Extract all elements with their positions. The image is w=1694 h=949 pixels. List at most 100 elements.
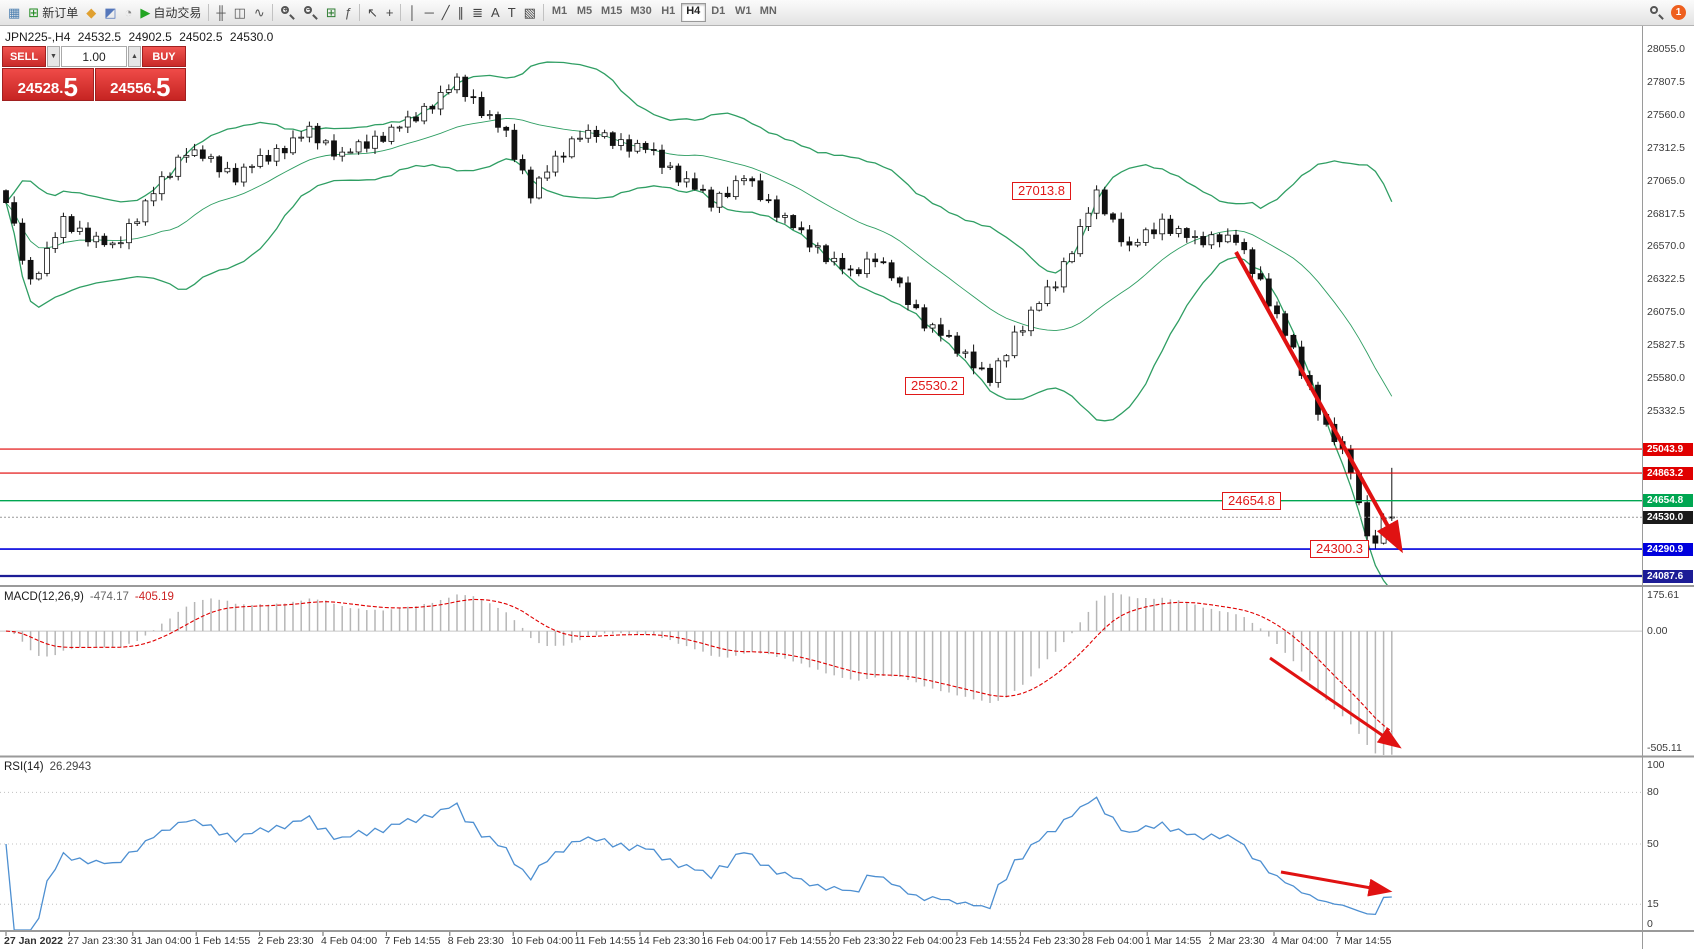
shapes-icon[interactable]: ▧ <box>523 5 536 20</box>
price-axis-label: 27807.5 <box>1647 76 1685 89</box>
autotrading-button[interactable]: ▶ 自动交易 <box>140 5 202 20</box>
zoom-out-icon[interactable]: − <box>299 3 322 23</box>
sell-price-display[interactable]: 24528. 5 <box>2 68 94 101</box>
timeframe-m30[interactable]: M30 <box>630 5 652 17</box>
new-order-button[interactable]: ⊞ 新订单 <box>28 5 79 20</box>
channel-icon[interactable]: ∥ <box>457 5 465 20</box>
time-axis-label: 27 Jan 2022 <box>4 935 63 947</box>
candlestick-chart-icon[interactable]: ◫ <box>233 5 246 20</box>
symbol-period-label: JPN225-,H4 <box>5 30 71 44</box>
horizontal-line-icon[interactable]: ─ <box>424 5 434 20</box>
chart-ohlc-header: JPN225-,H4 24532.5 24902.5 24502.5 24530… <box>5 30 277 44</box>
fibonacci-icon[interactable]: ≣ <box>472 5 484 20</box>
label-icon[interactable]: T <box>507 5 516 20</box>
price-annotation[interactable]: 25530.2 <box>905 377 964 395</box>
time-axis-label: 24 Feb 23:30 <box>1018 935 1081 947</box>
time-axis-label: 7 Mar 14:55 <box>1335 935 1392 947</box>
time-axis-label: 28 Feb 04:00 <box>1081 935 1144 947</box>
ohlc-open: 24532.5 <box>77 30 122 44</box>
price-tag-support[interactable]: 24290.9 <box>1643 542 1693 556</box>
one-click-trading-widget: SELL ▼ ▲ BUY 24528.5 24556.5 <box>2 46 186 101</box>
time-axis-label: 27 Jan 23:30 <box>67 935 129 947</box>
cursor-icon[interactable]: ↖ <box>366 5 378 20</box>
time-axis-label: 17 Feb 14:55 <box>764 935 827 947</box>
price-annotation[interactable]: 24654.8 <box>1222 492 1281 510</box>
toolbar-right-group: 1 <box>1649 5 1690 20</box>
line-chart-icon[interactable]: ∿ <box>253 5 265 20</box>
volume-increase-button[interactable]: ▲ <box>128 46 141 67</box>
timeframe-d1[interactable]: D1 <box>711 5 726 17</box>
volume-decrease-button[interactable]: ▼ <box>47 46 60 67</box>
rsi-axis-label: 80 <box>1647 786 1659 799</box>
timeframe-m5[interactable]: M5 <box>576 5 593 17</box>
panel-separators[interactable] <box>0 26 1694 949</box>
time-axis-label: 14 Feb 23:30 <box>638 935 700 947</box>
search-icon[interactable] <box>1649 5 1664 20</box>
zoom-in-icon[interactable]: + <box>276 3 299 23</box>
price-tag-resistance[interactable]: 25043.9 <box>1643 442 1693 456</box>
indicators-icon[interactable]: ƒ <box>344 5 352 20</box>
macd-label: MACD(12,26,9) -474.17 -405.19 <box>4 591 180 603</box>
price-axis-label: 26817.5 <box>1647 207 1685 220</box>
price-tag-resistance[interactable]: 24863.2 <box>1643 466 1693 480</box>
crosshair-icon[interactable]: + <box>385 5 394 20</box>
price-axis-label: 28055.0 <box>1647 43 1685 56</box>
time-axis-label: 2 Mar 23:30 <box>1208 935 1265 947</box>
time-axis-label: 10 Feb 04:00 <box>511 935 574 947</box>
timeframe-mn[interactable]: MN <box>759 5 777 17</box>
price-axis-label: 27312.5 <box>1647 141 1685 154</box>
trend-arrows[interactable] <box>1234 251 1403 897</box>
rsi-name: RSI(14) <box>4 761 44 773</box>
price-axis-label: 27560.0 <box>1647 108 1685 121</box>
bar-chart-icon[interactable]: ╫ <box>216 5 226 20</box>
timeframe-h1[interactable]: H1 <box>661 5 676 17</box>
sell-price-big-digit: 5 <box>63 72 78 102</box>
time-axis-label: 8 Feb 23:30 <box>447 935 504 947</box>
text-icon[interactable]: A <box>491 5 500 20</box>
toolbar: ▦ ⊞ 新订单 ◆ ◩ ◔ ▶ 自动交易 ╫ ◫ ∿ + − ⊞ ƒ ↖ + │ ─ ╱ ∥ ≣ A T ▧ M1 M5 M15 M30… <box>0 0 1694 26</box>
macd-main-value: -474.17 <box>89 591 129 603</box>
time-axis-label: 16 Feb 04:00 <box>701 935 764 947</box>
time-axis-label: 7 Feb 14:55 <box>384 935 441 947</box>
rsi-line <box>5 796 1392 931</box>
horizontal-price-lines[interactable] <box>0 448 1642 578</box>
macd-histogram <box>13 592 1393 755</box>
macd-axis-label: 0.00 <box>1647 625 1668 638</box>
time-axis-label: 1 Feb 14:55 <box>194 935 251 947</box>
time-axis-ticks <box>5 932 1338 936</box>
timeframe-m1[interactable]: M1 <box>551 5 568 17</box>
price-tag-bid: 24530.0 <box>1643 510 1693 524</box>
ohlc-low: 24502.5 <box>179 30 223 44</box>
buy-button[interactable]: BUY <box>142 46 186 67</box>
price-axis-label: 25332.5 <box>1647 404 1685 417</box>
price-annotation[interactable]: 24300.3 <box>1310 540 1369 558</box>
volume-input[interactable] <box>61 46 127 67</box>
timeframe-h4[interactable]: H4 <box>680 3 706 22</box>
price-tag-support[interactable]: 24087.6 <box>1643 569 1693 583</box>
toolbar-separator <box>542 4 544 21</box>
notification-badge[interactable]: 1 <box>1671 5 1686 20</box>
trendline-icon[interactable]: ╱ <box>441 5 450 20</box>
time-axis-label: 4 Feb 04:00 <box>321 935 378 947</box>
timeframe-m15[interactable]: M15 <box>600 5 623 17</box>
metaeditor-icon[interactable]: ◆ <box>86 5 97 20</box>
rsi-label: RSI(14) 26.2943 <box>4 761 97 773</box>
tile-windows-icon[interactable]: ⊞ <box>325 5 337 20</box>
candlestick-series <box>3 73 1395 549</box>
timeframe-w1[interactable]: W1 <box>735 5 752 17</box>
alerts-icon[interactable]: ◔ <box>124 5 133 20</box>
price-axis-label: 26570.0 <box>1647 240 1685 253</box>
time-axis-label: 1 Mar 14:55 <box>1145 935 1202 947</box>
price-tag-level[interactable]: 24654.8 <box>1643 494 1693 508</box>
buy-price-display[interactable]: 24556. 5 <box>94 68 186 101</box>
price-annotation[interactable]: 27013.8 <box>1012 182 1071 200</box>
new-chart-icon[interactable]: ▦ <box>8 5 21 20</box>
sell-button[interactable]: SELL <box>2 46 46 67</box>
time-axis-label: 23 Feb 14:55 <box>955 935 1017 947</box>
layouts-icon[interactable]: ◩ <box>104 5 117 20</box>
ohlc-close: 24530.0 <box>229 30 274 44</box>
vertical-line-icon[interactable]: │ <box>408 5 417 20</box>
time-axis-label: 11 Feb 14:55 <box>574 935 636 947</box>
